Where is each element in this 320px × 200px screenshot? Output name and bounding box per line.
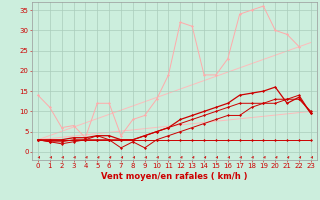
X-axis label: Vent moyen/en rafales ( km/h ): Vent moyen/en rafales ( km/h ) [101,172,248,181]
